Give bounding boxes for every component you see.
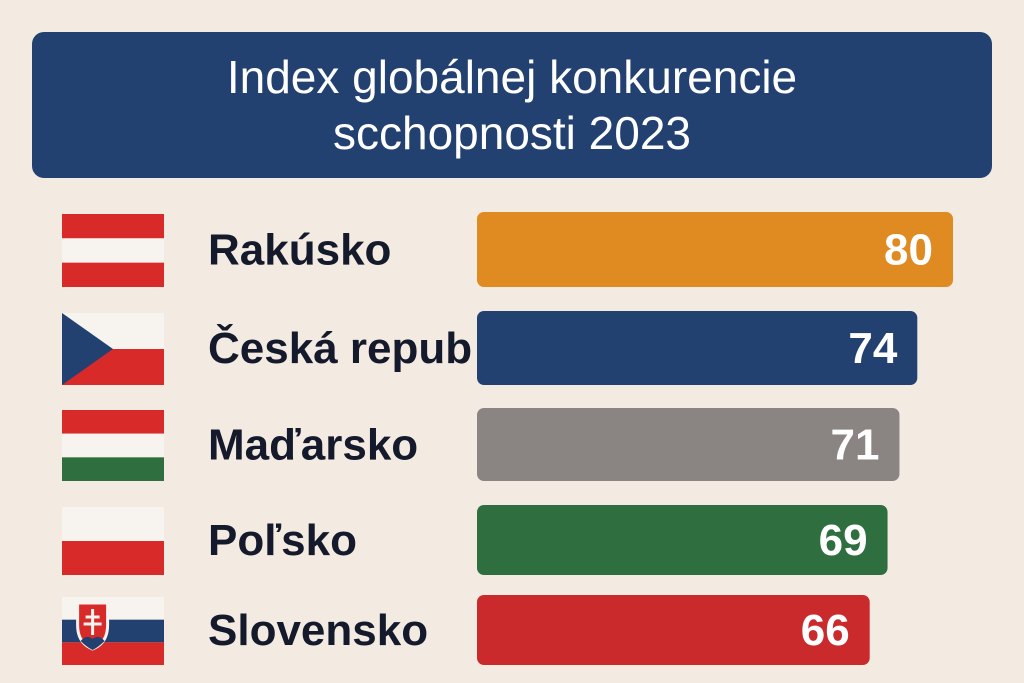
bar (477, 212, 953, 287)
austria-flag (62, 214, 164, 287)
value-label: 71 (830, 421, 879, 470)
slovakia-flag (62, 597, 164, 665)
title-banner: Index globálnej konkurencie​scchopnosti … (32, 32, 992, 178)
hungary-flag (62, 410, 164, 481)
bar (477, 408, 900, 481)
bar (477, 311, 918, 385)
country-label: Česká repub (208, 322, 472, 373)
double-cross (83, 609, 102, 635)
country-label: Poľsko (208, 516, 357, 565)
country-label: Maďarsko (208, 421, 418, 470)
value-label: 66 (801, 606, 850, 655)
value-label: 74 (848, 324, 897, 373)
czech-flag (62, 313, 164, 385)
bar (477, 505, 888, 575)
poland-flag (62, 507, 164, 575)
value-label: 69 (819, 516, 868, 565)
chart-title: Index globálnej konkurencie​scchopnosti … (226, 51, 798, 159)
value-label: 80 (884, 226, 933, 275)
country-label: Slovensko (208, 606, 428, 655)
country-label: Rakúsko (208, 226, 391, 275)
shield-hills (80, 636, 105, 650)
bar (477, 595, 870, 665)
